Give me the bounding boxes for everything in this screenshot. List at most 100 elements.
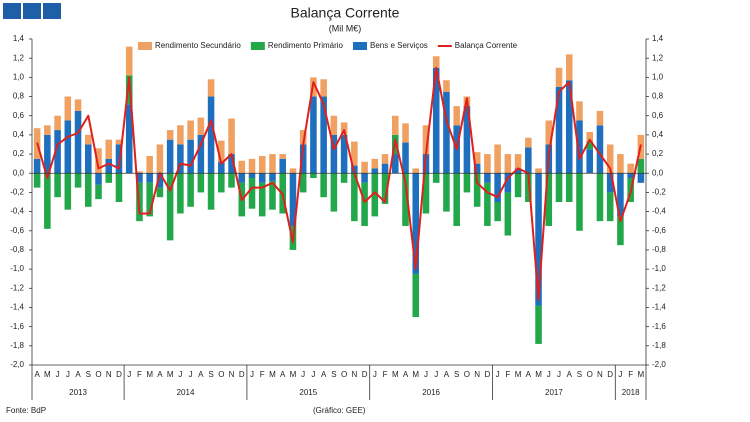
bar-segment [555, 86, 563, 174]
chart-subtitle: (Mil M€) [329, 23, 362, 33]
bar-segment [54, 130, 61, 174]
bar-segment [187, 139, 194, 174]
bar-segment [504, 173, 512, 193]
bar-segment [402, 173, 409, 226]
y2-tick-label: -0,6 [652, 226, 666, 235]
bar-segment [105, 139, 113, 159]
y-tick-label: -0,6 [10, 226, 24, 235]
x-tick-label: A [321, 370, 327, 379]
bar-segment [299, 173, 307, 193]
bar-segment [627, 173, 634, 179]
bar-segment [361, 182, 368, 226]
bar-segment [371, 168, 379, 174]
bar-segment [258, 155, 266, 174]
x-tick-label: M [515, 370, 522, 379]
x-tick-label: F [260, 370, 265, 379]
bar-segment [197, 117, 205, 135]
logo-box [43, 3, 61, 19]
y-tick-label: 1,2 [13, 53, 25, 62]
legend-label: Bens e Serviços [370, 41, 428, 50]
bar-segment [33, 173, 41, 188]
y2-tick-label: 0,6 [652, 111, 664, 120]
bar-segment [166, 139, 174, 174]
bar-segment [136, 173, 143, 183]
bar-segment [258, 182, 266, 217]
x-tick-label: D [362, 370, 368, 379]
bar-segment [85, 144, 92, 174]
bar-segment [545, 173, 553, 226]
x-tick-label: N [474, 370, 480, 379]
bar-segment [494, 173, 501, 202]
bar-segment [463, 173, 471, 193]
y2-tick-label: 0,2 [652, 149, 664, 158]
bar-segment [371, 173, 379, 217]
x-group-label: 2016 [422, 388, 440, 397]
legend-swatch [352, 42, 367, 50]
bar-segment [156, 173, 164, 188]
bar-segment [218, 161, 225, 174]
y2-tick-label: 0,0 [652, 168, 664, 177]
bar-segment [74, 99, 82, 111]
y2-tick-label: -0,2 [652, 188, 666, 197]
bar-segment [44, 125, 51, 135]
bar-segment [514, 154, 522, 169]
bar-segment [412, 273, 420, 318]
x-tick-label: M [290, 370, 297, 379]
bar-segment [371, 158, 379, 169]
bar-segment [197, 134, 205, 174]
bar-segment [64, 173, 72, 210]
bar-segment [392, 154, 399, 174]
y2-tick-label: 0,4 [652, 130, 664, 139]
bar-segment [228, 154, 235, 174]
x-tick-label: M [392, 370, 399, 379]
bar-segment [484, 154, 491, 174]
bar-segment [422, 173, 430, 214]
bar-segment [197, 173, 205, 193]
legend-label: Balança Corrente [455, 41, 518, 50]
bar-segment [218, 173, 225, 193]
bar-segment [248, 158, 256, 174]
y2-tick-label: 1,0 [652, 72, 664, 81]
bar-segment [606, 173, 614, 193]
bar-segment [74, 173, 82, 188]
bar-segment [54, 115, 61, 131]
x-tick-label: J [424, 370, 428, 379]
bar-segment [115, 139, 123, 145]
bar-segment [330, 173, 338, 212]
y-tick-label: 0,6 [13, 111, 25, 120]
bar-segment [514, 173, 522, 198]
y-tick-label: -1,6 [10, 322, 24, 331]
x-tick-label: J [189, 370, 193, 379]
bar-segment [156, 144, 164, 174]
x-tick-label: D [607, 370, 613, 379]
bar-segment [504, 192, 512, 236]
bar-segment [535, 305, 542, 344]
bar-segment [443, 91, 450, 174]
bar-segment [565, 173, 573, 202]
y2-tick-label: -1,8 [652, 341, 666, 350]
bar-segment [95, 148, 102, 174]
bar-segment [484, 182, 491, 226]
bar-segment [207, 173, 215, 210]
bar-segment [74, 110, 82, 174]
logo-box [3, 3, 21, 19]
bar-segment [269, 154, 276, 174]
bar-segment [443, 80, 450, 92]
x-tick-label: D [116, 370, 122, 379]
bar-segment [494, 202, 501, 222]
bar-segment [617, 154, 624, 174]
chart-title: Balança Corrente [291, 5, 400, 21]
x-tick-label: F [137, 370, 142, 379]
bar-segment [586, 132, 593, 142]
x-tick-label: D [484, 370, 490, 379]
bar-segment [64, 120, 72, 174]
y-tick-label: 1,4 [13, 34, 25, 43]
bar-segment [44, 173, 51, 229]
bar-segment [453, 173, 460, 226]
bar-segment [361, 173, 368, 183]
bar-segment [320, 96, 327, 174]
bar-segment [402, 123, 409, 143]
bar-segment [606, 192, 614, 222]
bar-segment [555, 67, 563, 87]
y-tick-label: -2,0 [10, 360, 24, 369]
